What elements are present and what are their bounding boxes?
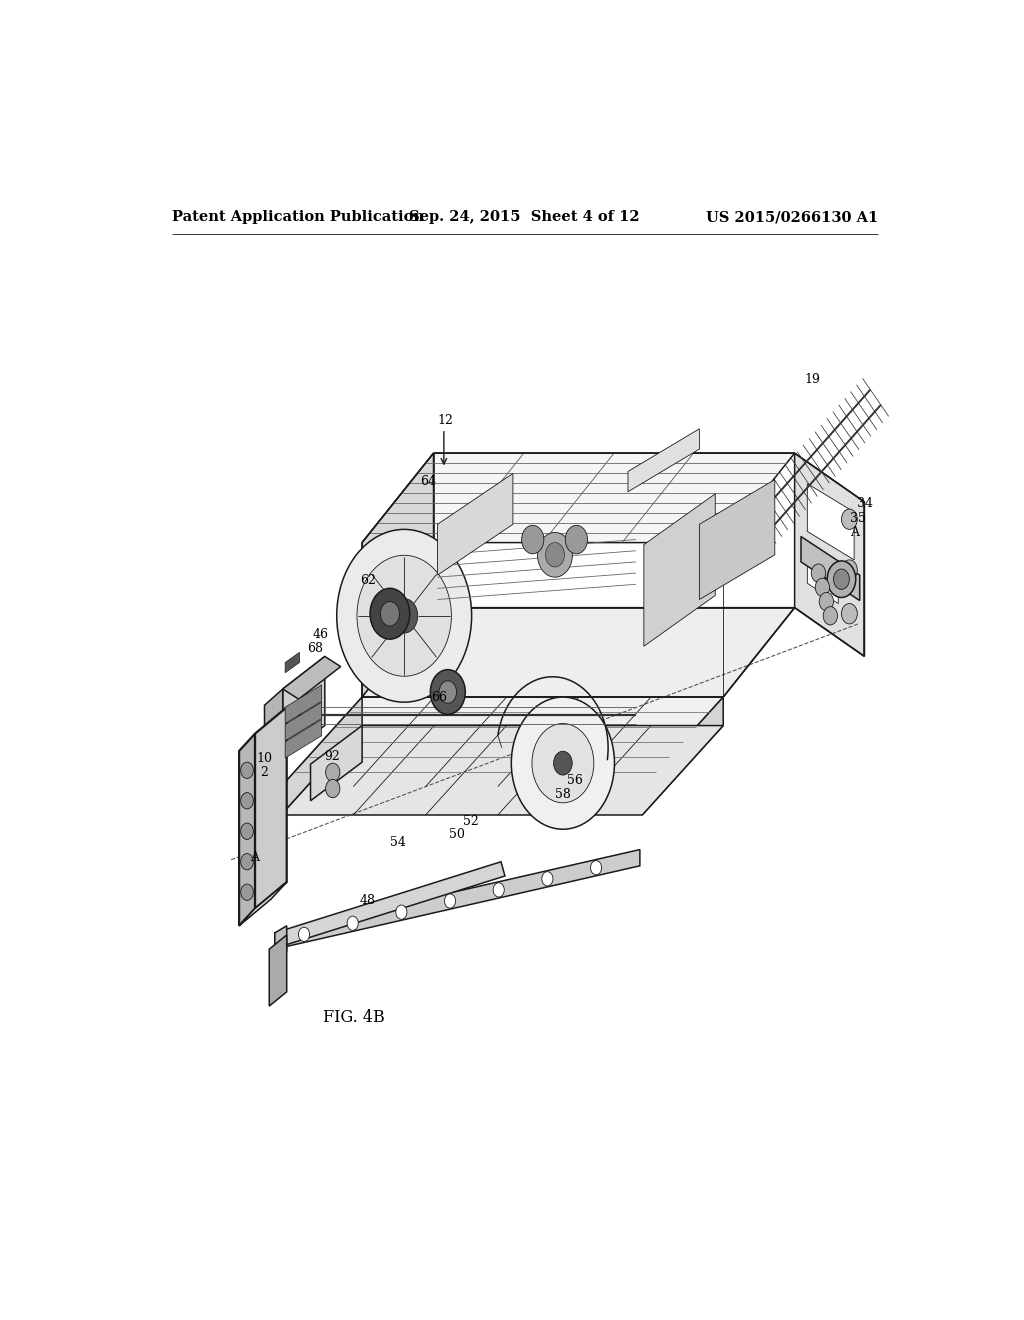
Circle shape [546, 543, 564, 568]
Text: US 2015/0266130 A1: US 2015/0266130 A1 [706, 210, 878, 224]
Text: 62: 62 [359, 574, 376, 586]
Polygon shape [285, 685, 322, 723]
Circle shape [531, 723, 594, 803]
Text: 19: 19 [804, 374, 820, 387]
Circle shape [326, 779, 340, 797]
Polygon shape [283, 656, 325, 758]
Circle shape [241, 824, 253, 840]
Circle shape [391, 598, 418, 634]
Polygon shape [801, 536, 860, 601]
Text: FIG. 4B: FIG. 4B [324, 1008, 385, 1026]
Polygon shape [274, 925, 287, 958]
Circle shape [565, 525, 588, 554]
Text: 46: 46 [313, 627, 329, 640]
Circle shape [842, 510, 857, 529]
Circle shape [380, 602, 399, 626]
Text: Patent Application Publication: Patent Application Publication [172, 210, 424, 224]
Polygon shape [437, 474, 513, 576]
Circle shape [439, 681, 457, 704]
Circle shape [823, 607, 838, 624]
Circle shape [241, 762, 253, 779]
Circle shape [430, 669, 465, 714]
Polygon shape [274, 862, 505, 948]
Circle shape [811, 564, 825, 582]
Circle shape [298, 927, 309, 941]
Polygon shape [240, 882, 287, 925]
Circle shape [591, 861, 602, 875]
Text: 58: 58 [555, 788, 570, 801]
Polygon shape [310, 726, 362, 801]
Text: 10: 10 [256, 751, 272, 764]
Polygon shape [240, 734, 255, 925]
Circle shape [834, 569, 849, 589]
Circle shape [815, 578, 829, 597]
Polygon shape [282, 726, 723, 814]
Text: 54: 54 [390, 836, 406, 849]
Text: A: A [850, 525, 859, 539]
Circle shape [842, 560, 857, 581]
Polygon shape [285, 702, 322, 741]
Polygon shape [255, 708, 287, 908]
Polygon shape [628, 429, 699, 492]
Polygon shape [282, 697, 362, 814]
Text: 2: 2 [260, 766, 268, 779]
Polygon shape [285, 719, 322, 758]
Polygon shape [807, 565, 839, 603]
Polygon shape [795, 453, 864, 656]
Text: 92: 92 [324, 750, 340, 763]
Polygon shape [269, 935, 287, 1006]
Text: 66: 66 [431, 690, 447, 704]
Text: 68: 68 [307, 642, 324, 655]
Circle shape [347, 916, 358, 931]
Circle shape [827, 561, 856, 598]
Text: 50: 50 [449, 828, 465, 841]
Circle shape [554, 751, 572, 775]
Circle shape [357, 556, 452, 676]
Text: 64: 64 [420, 475, 436, 488]
Polygon shape [274, 850, 640, 949]
Circle shape [241, 884, 253, 900]
Circle shape [241, 854, 253, 870]
Circle shape [396, 906, 407, 919]
Circle shape [842, 603, 857, 624]
Text: Sep. 24, 2015  Sheet 4 of 12: Sep. 24, 2015 Sheet 4 of 12 [410, 210, 640, 224]
Circle shape [326, 763, 340, 781]
Circle shape [444, 894, 456, 908]
Polygon shape [362, 453, 433, 697]
Circle shape [370, 589, 410, 639]
Polygon shape [283, 656, 341, 700]
Polygon shape [699, 479, 775, 599]
Circle shape [521, 525, 544, 554]
Circle shape [542, 871, 553, 886]
Polygon shape [285, 652, 299, 673]
Polygon shape [282, 697, 723, 787]
Circle shape [241, 792, 253, 809]
Polygon shape [644, 494, 715, 647]
Polygon shape [362, 453, 795, 543]
Polygon shape [264, 689, 283, 775]
Polygon shape [642, 697, 723, 814]
Circle shape [337, 529, 472, 702]
Circle shape [494, 883, 504, 898]
Circle shape [538, 532, 572, 577]
Text: 34: 34 [856, 498, 872, 511]
Polygon shape [362, 607, 795, 697]
Text: 48: 48 [359, 894, 376, 907]
Text: 56: 56 [567, 774, 583, 787]
Polygon shape [807, 483, 854, 560]
Text: A: A [251, 851, 259, 865]
Text: 35: 35 [850, 512, 866, 525]
Text: 52: 52 [463, 814, 478, 828]
Text: 12: 12 [437, 414, 454, 428]
Circle shape [819, 593, 834, 611]
Circle shape [511, 697, 614, 829]
